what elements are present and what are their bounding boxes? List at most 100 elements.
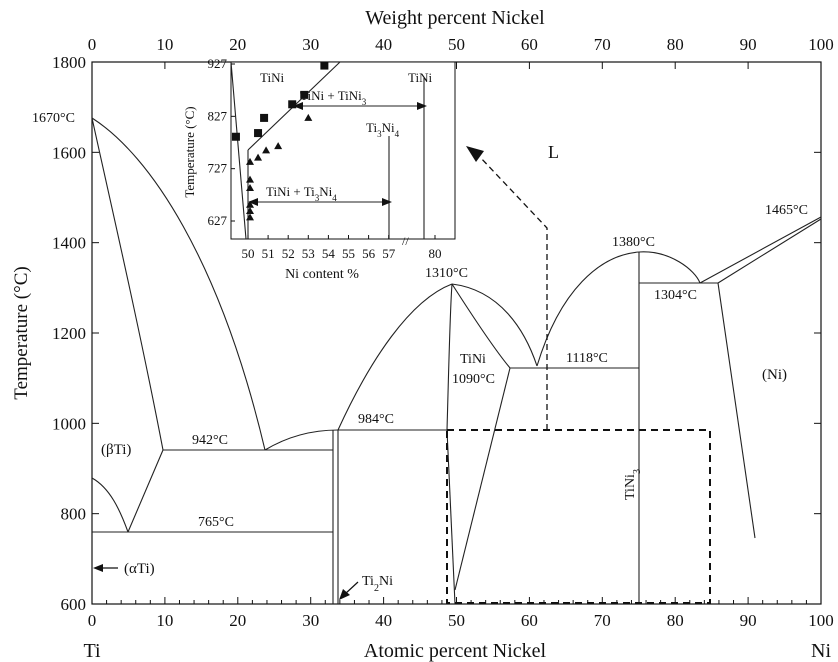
inset-triangle-point [246,200,255,208]
label-1310: 1310°C [425,266,468,281]
x-tick-label-bottom: 30 [302,611,319,630]
liquidus-tini-left [337,283,453,431]
label-1670: 1670°C [32,111,75,126]
ni-solvus [717,282,756,539]
x-tick-label-top: 90 [740,35,757,54]
phase-beta-ti: (βTi) [101,442,131,458]
liquidus-tini-right [451,283,538,367]
inset-triangle-point [246,175,255,183]
y-tick-label: 1800 [52,53,86,72]
x-tick-label-bottom: 100 [808,611,834,630]
label-765: 765°C [198,515,234,530]
inset-axis-break: // [402,234,409,248]
x-tick-label-bottom: 90 [740,611,757,630]
beta-transus-left [91,477,129,533]
phase-tini: TiNi [460,352,486,367]
x-tick-label-top: 10 [156,35,173,54]
y-tick-label: 1400 [52,234,86,253]
liquidus-tini3-left [536,251,640,367]
x-tick-label-top: 30 [302,35,319,54]
inset-square-point [300,90,309,99]
axis-ticks: 0 10 20 30 40 50 60 70 80 90 1000 10 20 30 40 50 60 70 80 9… [52,35,834,630]
x-axis-title-bottom: Atomic percent Nickel [364,640,547,662]
x-axis-title-top: Weight percent Nickel [365,7,545,29]
x-tick-label-top: 100 [808,35,834,54]
tini-solvus-left [446,429,456,605]
x-tick-label-top: 60 [521,35,538,54]
x-tick-label-bottom: 40 [375,611,392,630]
x-tick-label-bottom: 0 [88,611,97,630]
inset-triangle-point [254,153,263,161]
y-axis-title: Temperature (°C) [11,266,32,399]
end-label-ni: Ni [811,640,831,662]
end-label-ti: Ti [83,640,101,662]
inset-square-point [288,100,297,109]
inset-ticks: 50 51 52 53 54 55 56 57 80 627 727 827 927 [208,56,442,261]
phase-liquid: L [548,142,559,162]
x-tick-label-bottom: 50 [448,611,465,630]
x-tick-label-top: 80 [667,35,684,54]
inset-y-tick-label: 827 [208,108,228,123]
inset-region-box [446,429,711,604]
liquidus-tini3-right [638,251,701,284]
beta-transus-right [127,449,164,533]
phase-alpha-ti: (αTi) [124,561,155,577]
inset-label-tini-tini3: TiNi + TiNi3 [300,88,367,107]
label-1380: 1380°C [612,235,655,250]
inset-x-tick-label: 56 [362,246,376,261]
inset-pointer-arrowhead [466,146,484,162]
inset-data-points [231,61,329,221]
ti2ni-arrowhead [339,589,350,600]
y-tick-label: 600 [61,595,87,614]
x-tick-label-bottom: 60 [521,611,538,630]
inset-triangle-point [304,113,313,121]
x-tick-label-bottom: 20 [229,611,246,630]
inset-triangle-point [262,146,271,154]
inset-arrowhead-right-2 [382,198,392,206]
inset-triangle-point [246,207,255,215]
inset-x-tick-label: 50 [242,246,255,261]
inset-label-ti3ni4: Ti3Ni4 [366,120,400,139]
y-tick-label: 1200 [52,324,86,343]
inset-triangle-point [246,213,255,221]
inset-ylabel: Temperature (°C) [182,106,197,197]
solidus-beta-ti [91,117,164,451]
label-1090: 1090°C [452,372,495,387]
inset-label-tini-right: TiNi [408,70,432,85]
inset-triangle-point [246,184,255,192]
x-tick-label-top: 70 [594,35,611,54]
solidus-ni [717,218,822,284]
inset-arrowhead-left-1 [293,102,303,110]
inset-y-tick-label: 927 [208,56,228,71]
x-tick-label-bottom: 10 [156,611,173,630]
inset-chart: TiNi TiNi TiNi + TiNi3 Ti3Ni4 TiNi + Ti3… [182,56,456,282]
label-984: 984°C [358,412,394,427]
inset-square-point [254,129,263,138]
liquidus-ti-side [91,117,266,451]
inset-x-tick-label: 52 [282,246,295,261]
inset-x-tick-label: 53 [302,246,315,261]
x-tick-label-top: 20 [229,35,246,54]
inset-pointer-line [479,156,548,430]
inset-liquidus [230,61,247,240]
tini-right-boundary [451,283,511,369]
inset-triangle-point [246,157,255,165]
inset-x-tick-label: 80 [429,246,442,261]
x-tick-label-top: 40 [375,35,392,54]
inset-label-tini: TiNi [260,70,284,85]
inset-arrowhead-right-1 [417,102,427,110]
inset-x-tick-label: 55 [342,246,355,261]
liquidus-ni [699,216,822,284]
phase-ni: (Ni) [762,367,787,383]
y-tick-label: 800 [61,505,87,524]
label-942: 942°C [192,433,228,448]
y-tick-label: 1000 [52,414,86,433]
inset-x-tick-label: 57 [382,246,396,261]
phase-tini3: TiNi3 [623,469,643,500]
liquidus-ti2ni [264,429,339,451]
inset-x-tick-label: 51 [262,246,275,261]
inset-xlabel: Ni content % [285,267,359,282]
inset-triangle-point [274,142,283,150]
inset-y-tick-label: 627 [208,213,228,228]
